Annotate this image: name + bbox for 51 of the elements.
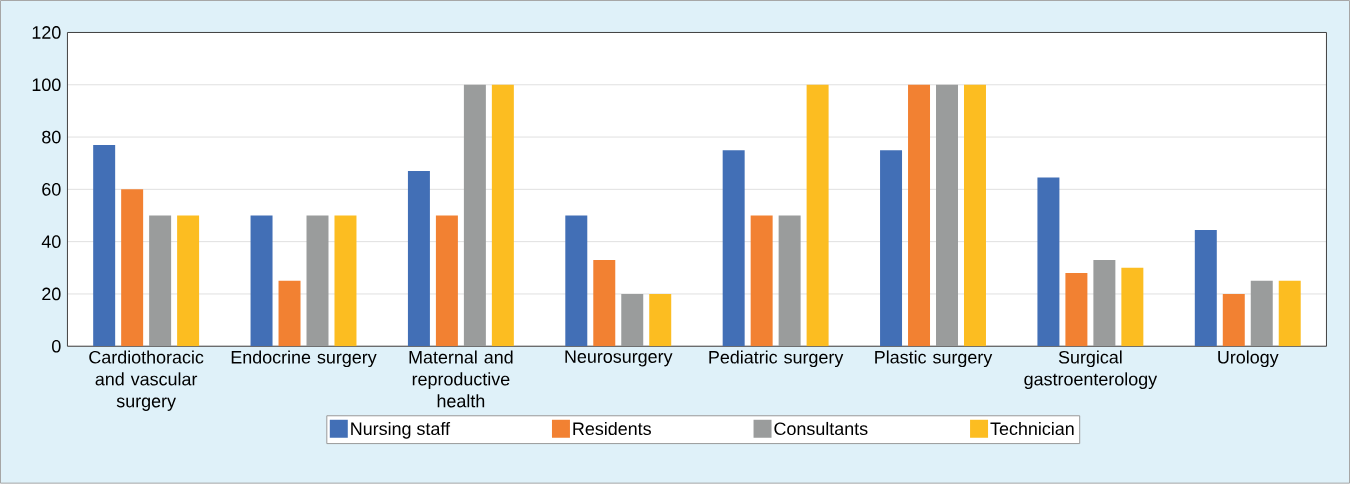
bar [1278, 281, 1301, 347]
bar [250, 215, 273, 347]
bar [334, 215, 357, 347]
bar [407, 171, 430, 347]
bar [1121, 267, 1144, 347]
bar [750, 215, 773, 347]
x-tick-label: Cardiothoracic and vascular surgery [89, 350, 204, 412]
x-tick-label: Surgical gastroenterology [1024, 350, 1158, 390]
y-tick-label: 0 [52, 340, 61, 353]
bar [963, 84, 986, 347]
bar [778, 215, 801, 347]
bar [621, 294, 644, 347]
x-tick-label: Neurosurgery [565, 350, 673, 367]
bar [880, 150, 903, 347]
bar [649, 294, 672, 347]
legend-label: Technician [990, 422, 1074, 436]
x-tick-label: Urology [1218, 350, 1279, 368]
y-tick-label: 80 [42, 130, 61, 144]
bar [149, 215, 172, 347]
bar [435, 215, 458, 347]
bar [463, 84, 486, 347]
legend-label: Consultants [774, 422, 868, 436]
bar [565, 215, 588, 347]
bar [936, 84, 958, 347]
bar [1222, 294, 1245, 347]
x-tick-label: Plastic surgery [875, 350, 993, 368]
bar [722, 150, 745, 347]
x-tick-label: Pediatric surgery [709, 350, 844, 368]
bar [1250, 281, 1273, 347]
bar [1093, 260, 1116, 347]
bar [908, 84, 931, 347]
bar [278, 281, 301, 347]
bar [1194, 230, 1217, 347]
bar [177, 215, 200, 347]
bar [121, 189, 144, 347]
x-tick-label: Maternal and reproductive health [409, 350, 513, 408]
bar [1065, 273, 1088, 347]
y-tick-label: 120 [32, 26, 61, 39]
bar [93, 145, 116, 347]
legend-label: Nursing staff [351, 422, 451, 439]
bar [1037, 177, 1060, 347]
y-tick-label: 100 [32, 78, 61, 92]
y-tick-label: 20 [42, 287, 61, 301]
bar [306, 215, 329, 347]
bar [491, 84, 514, 347]
bar [806, 84, 829, 347]
y-tick-label: 40 [41, 235, 61, 249]
bar [593, 260, 616, 347]
x-tick-label: Endocrine surgery [231, 350, 377, 368]
legend-label: Residents [573, 422, 651, 436]
y-tick-label: 60 [42, 183, 61, 196]
